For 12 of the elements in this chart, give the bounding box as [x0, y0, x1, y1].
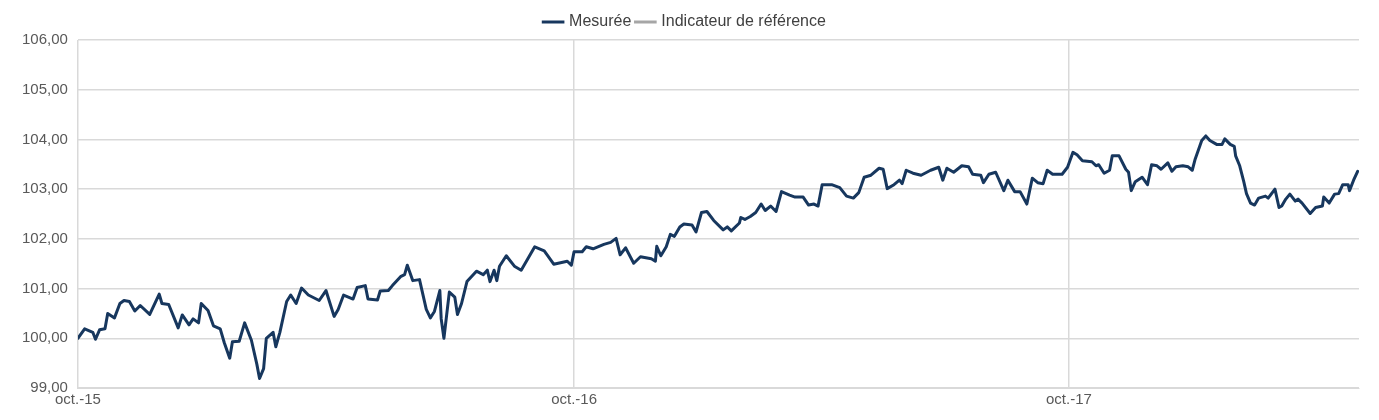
legend-label: Indicateur de référence	[661, 12, 826, 30]
y-tick-label: 104,00	[21, 129, 68, 147]
y-tick-label: 101,00	[21, 278, 68, 296]
y-tick-label: 105,00	[21, 79, 68, 97]
legend-label: Mesurée	[569, 12, 632, 30]
y-tick-label: 100,00	[21, 328, 68, 346]
y-tick-label: 99,00	[30, 378, 68, 396]
y-tick-label: 106,00	[21, 30, 68, 48]
y-tick-label: 103,00	[21, 179, 68, 197]
y-tick-label: 102,00	[21, 229, 68, 246]
x-tick-label: oct.-17	[1045, 390, 1092, 408]
x-tick-label: oct.-16	[551, 390, 597, 408]
